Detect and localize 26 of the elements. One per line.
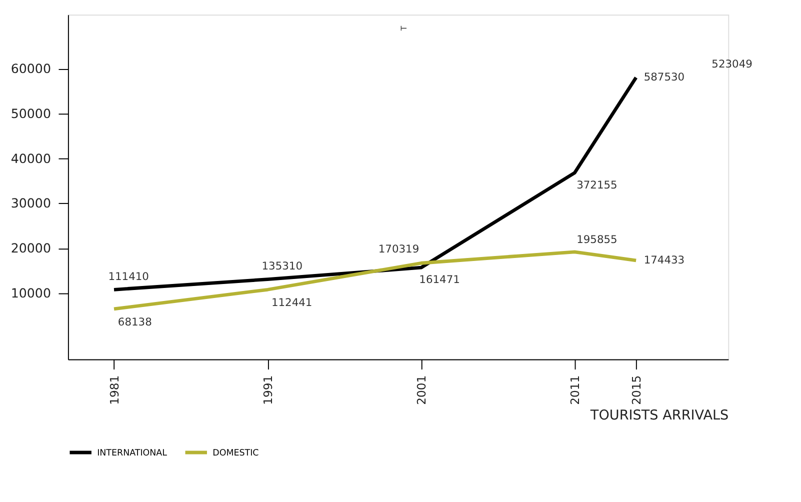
annotation: 111410 [108, 270, 150, 283]
annotation: 68138 [118, 315, 152, 328]
annotation: 372155 [576, 178, 618, 192]
annotation: 174433 [644, 253, 685, 266]
x-axis-title: TOURISTS ARRIVALS [589, 408, 729, 424]
y-tick-label: 30000 [10, 196, 51, 211]
annotation: 195855 [576, 233, 618, 246]
legend-label: INTERNATIONAL [97, 448, 168, 458]
y-tick-label: 20000 [10, 240, 51, 256]
annotation: 523049 [712, 58, 753, 71]
x-tick-label: 1981 [107, 375, 122, 405]
annotation: 161471 [419, 273, 460, 286]
y-tick-label: 60000 [10, 60, 51, 76]
annotation: 587530 [644, 70, 685, 84]
y-tick-label: 40000 [10, 150, 51, 166]
legend-label: DOMESTIC [212, 448, 259, 458]
annotation: 170319 [378, 242, 420, 256]
x-tick-label: 2001 [414, 375, 428, 405]
annotation: T [400, 26, 409, 32]
y-tick-label: 10000 [10, 286, 51, 301]
y-tick-label: 50000 [10, 106, 51, 121]
x-tick-label: 2011 [568, 375, 582, 405]
annotation: 135310 [262, 260, 303, 273]
annotation: 112441 [271, 296, 312, 310]
x-tick-label: 1991 [260, 375, 275, 405]
x-tick-label: 2015 [629, 375, 644, 405]
